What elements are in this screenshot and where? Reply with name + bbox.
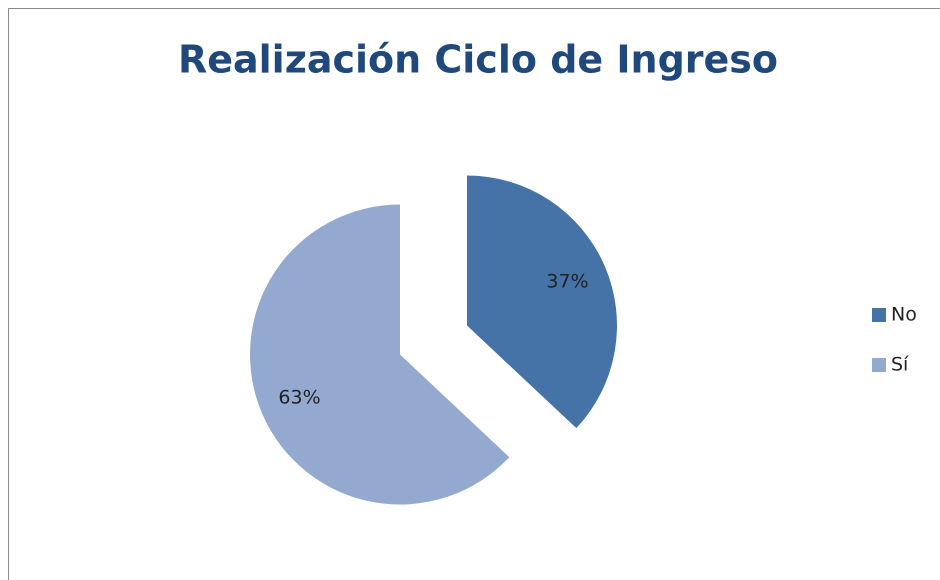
data-label: 63% — [278, 386, 320, 408]
data-label: 37% — [546, 271, 588, 293]
pie-slice — [466, 175, 617, 429]
chart-title: Realización Ciclo de Ingreso — [178, 38, 778, 82]
legend-label: Sí — [891, 354, 909, 376]
legend-label: No — [891, 304, 917, 326]
legend-swatch — [872, 358, 886, 372]
pie-slice — [250, 204, 510, 505]
legend-swatch — [872, 308, 886, 322]
